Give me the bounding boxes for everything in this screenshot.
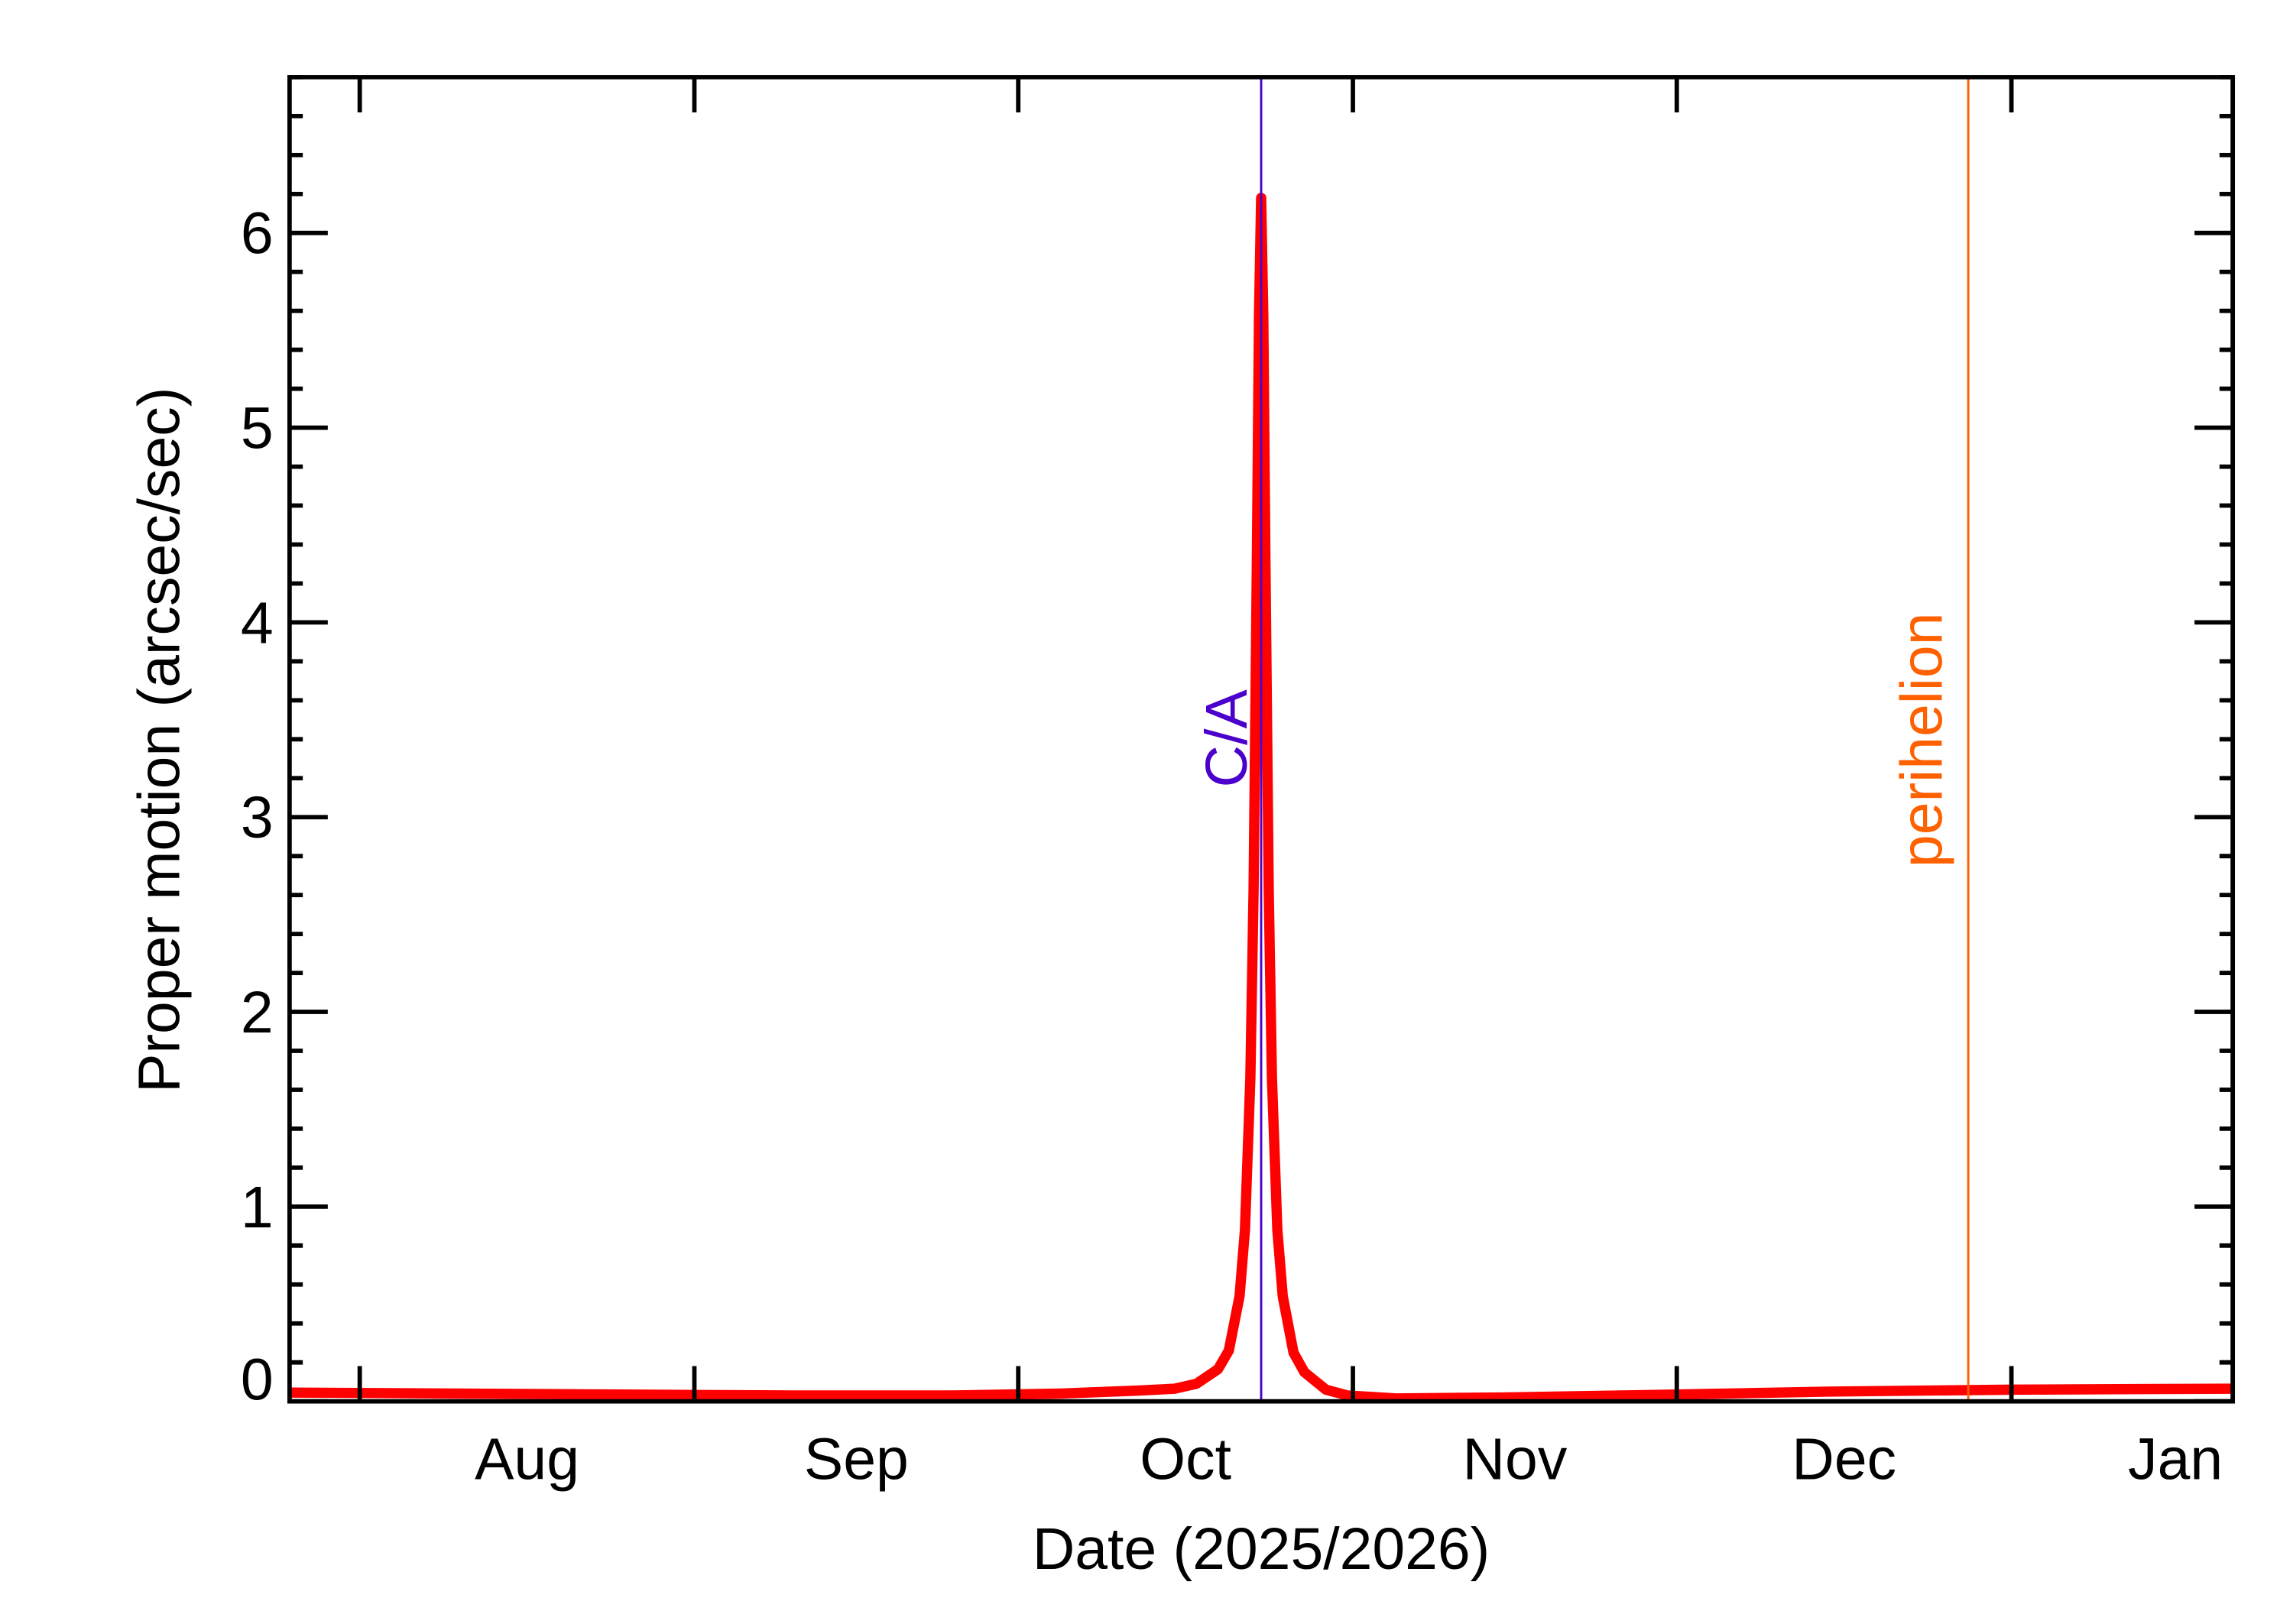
x-tick-label: Nov: [1463, 1427, 1568, 1493]
y-tick-label: 1: [241, 1175, 274, 1240]
y-axis-label: Proper motion (arcsec/sec): [127, 387, 193, 1093]
marker-label-ca: C/A: [1194, 689, 1260, 788]
x-tick-label: Oct: [1140, 1427, 1231, 1493]
y-tick-label: 5: [241, 396, 274, 462]
marker-label-perihelion: perihelion: [1889, 613, 1955, 868]
x-tick-label: Aug: [475, 1427, 579, 1493]
x-tick-label: Sep: [804, 1427, 909, 1493]
y-tick-label: 0: [241, 1347, 274, 1413]
x-tick-label: Jan: [2128, 1427, 2223, 1493]
y-tick-label: 6: [241, 201, 274, 267]
y-tick-label: 2: [241, 980, 274, 1045]
x-tick-label: Dec: [1792, 1427, 1896, 1493]
y-tick-label: 4: [241, 590, 274, 656]
x-axis-label: Date (2025/2026): [1033, 1516, 1490, 1582]
y-tick-label: 3: [241, 785, 274, 851]
